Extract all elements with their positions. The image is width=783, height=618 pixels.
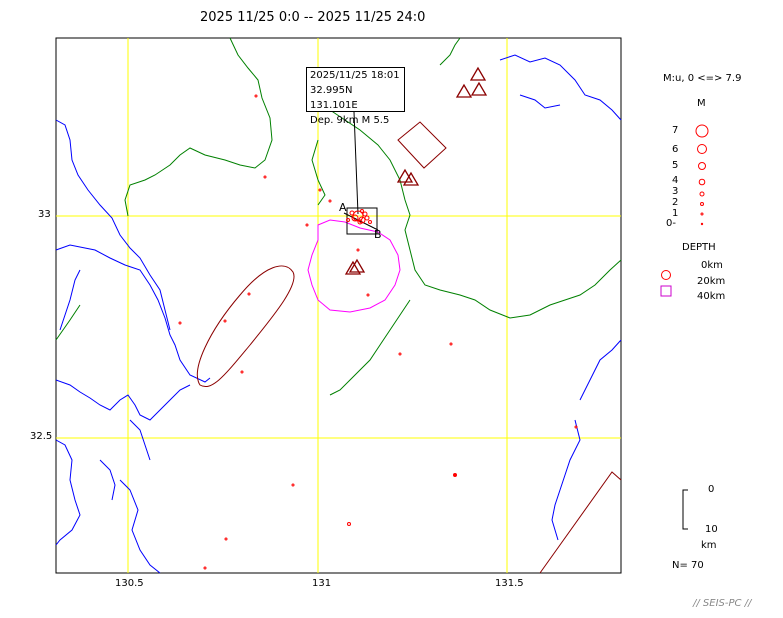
epicenter [398, 352, 402, 356]
section-a-label: A [339, 201, 347, 214]
epicenter [356, 248, 360, 252]
epicenter [318, 188, 322, 192]
popup-leader-line [353, 111, 359, 215]
mag-label-3: 3 [672, 186, 679, 197]
epicenter [346, 218, 350, 222]
scale-top-label: 0 [708, 484, 715, 495]
magnitude-header: M [697, 98, 706, 109]
epicenter [203, 566, 207, 570]
section-b-label: B [374, 228, 382, 241]
depth-label-0: 0km [701, 260, 723, 271]
seis-pc-brand: // SEIS-PC // [693, 598, 752, 609]
map-title: 2025 11/25 0:0 -- 2025 11/25 24:0 [200, 10, 426, 25]
event-coordinates: 32.995N 131.101E [310, 85, 358, 111]
epicenter [240, 370, 244, 374]
legend-panel: M:u, 0 <=> 7.9 M 7 6 5 4 3 2 1 0- DEPTH … [640, 0, 783, 618]
epicenter [223, 319, 227, 323]
graticule [56, 38, 621, 573]
epicenter-markers [178, 94, 578, 570]
coastline [55, 54, 622, 574]
epicenter [263, 175, 267, 179]
lon-tick-130-5: 130.5 [115, 578, 144, 589]
depth-header: DEPTH [682, 242, 716, 253]
lat-tick-32-5: 32.5 [30, 431, 53, 442]
volcano-icon [402, 171, 420, 186]
depth-symbols [660, 270, 672, 297]
epicenter [362, 211, 368, 217]
magnitude-symbols [695, 124, 709, 226]
mag-label-5: 5 [672, 160, 679, 171]
epicenter [224, 537, 228, 541]
depth-label-40: 40km [697, 291, 726, 302]
mag-label-6: 6 [672, 144, 679, 155]
caldera-outline [307, 219, 401, 313]
event-datetime: 2025/11/25 18:01 [310, 70, 400, 81]
epicenter [328, 199, 332, 203]
lon-tick-131-5: 131.5 [495, 578, 524, 589]
depth-label-20: 20km [697, 276, 726, 287]
prefecture-border [55, 37, 622, 396]
epicenter [247, 292, 251, 296]
mag-label-4: 4 [672, 175, 679, 186]
epicenter [574, 425, 578, 429]
map-border [55, 37, 622, 574]
mag-label-2: 2 [672, 197, 679, 208]
volcano-icon [470, 81, 488, 96]
mag-label-1: 1 [672, 208, 679, 219]
event-count: N= 70 [672, 560, 704, 571]
distance-scale-bar [682, 489, 688, 530]
event-info-popup[interactable]: 2025/11/25 18:01 32.995N 131.101E Dep. 9… [306, 67, 405, 126]
epicenter [357, 219, 363, 225]
volcano-markers [344, 66, 488, 275]
epicenter [368, 220, 372, 224]
epicenter [254, 94, 258, 98]
epicenter [364, 215, 370, 221]
scale-unit-label: km [701, 540, 717, 551]
epicenter [349, 210, 355, 216]
epicenter [453, 473, 457, 477]
epicenter [449, 342, 453, 346]
epicenter [351, 214, 359, 222]
volcano-icon [348, 258, 366, 273]
epicenter [178, 321, 182, 325]
epicenter [291, 483, 295, 487]
scale-bottom-label: 10 [705, 524, 718, 535]
epicenter [360, 209, 364, 213]
magnitude-range: M:u, 0 <=> 7.9 [663, 73, 742, 84]
mag-label-0: 0- [666, 218, 676, 229]
volcano-icon [344, 260, 362, 275]
epicenter [366, 293, 370, 297]
event-depth-magnitude: Dep. 9km M 5.5 [310, 115, 390, 126]
mag-label-7: 7 [672, 125, 679, 136]
lat-tick-33: 33 [38, 209, 51, 220]
volcano-icon [469, 66, 487, 81]
volcano-icon [455, 83, 473, 98]
epicenter [347, 522, 351, 526]
fault-zone [196, 121, 622, 574]
epicenter [305, 223, 309, 227]
lon-tick-131: 131 [312, 578, 332, 589]
